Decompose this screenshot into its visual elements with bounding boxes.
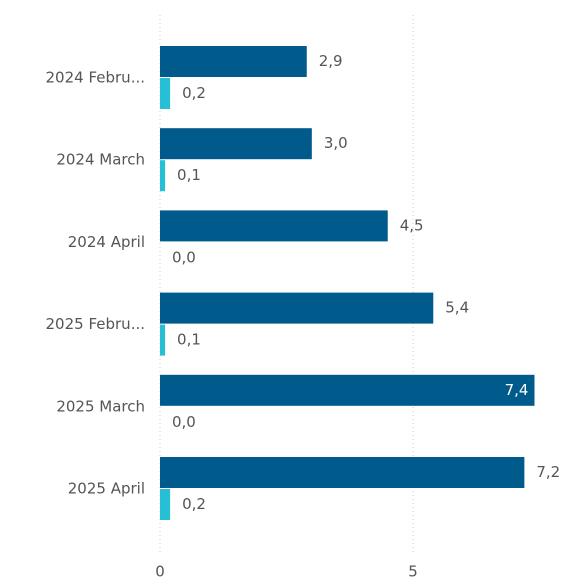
bar bbox=[160, 128, 312, 160]
y-tick-label: 2025 April bbox=[68, 480, 145, 498]
y-tick-label: 2024 Febru... bbox=[46, 69, 145, 87]
bar bbox=[160, 324, 166, 356]
data-label: 0,2 bbox=[182, 84, 206, 102]
bar bbox=[160, 292, 434, 324]
bar bbox=[160, 457, 525, 488]
x-tick-label: 0 bbox=[155, 563, 165, 581]
data-label: 7,2 bbox=[536, 463, 560, 481]
bar bbox=[160, 489, 171, 520]
bar bbox=[160, 160, 166, 192]
y-tick-label: 2025 Febru... bbox=[46, 315, 145, 333]
y-tick-label: 2025 March bbox=[56, 397, 145, 415]
x-tick-label: 5 bbox=[408, 563, 418, 581]
data-label: 5,4 bbox=[445, 299, 469, 317]
data-label: 0,1 bbox=[177, 166, 201, 184]
data-label: 2,9 bbox=[319, 52, 343, 70]
bar bbox=[160, 46, 307, 77]
data-label: 0,1 bbox=[177, 331, 201, 349]
data-label: 0,2 bbox=[182, 495, 206, 513]
data-label: 4,5 bbox=[400, 216, 424, 234]
y-tick-label: 2024 April bbox=[68, 233, 145, 251]
bar bbox=[160, 78, 171, 109]
y-tick-label: 2024 March bbox=[56, 151, 145, 169]
data-label: 3,0 bbox=[324, 134, 348, 152]
data-label: 7,4 bbox=[505, 381, 529, 399]
data-label: 0,0 bbox=[172, 413, 196, 431]
data-label: 0,0 bbox=[172, 248, 196, 266]
bar bbox=[160, 210, 388, 242]
bar bbox=[160, 374, 535, 406]
